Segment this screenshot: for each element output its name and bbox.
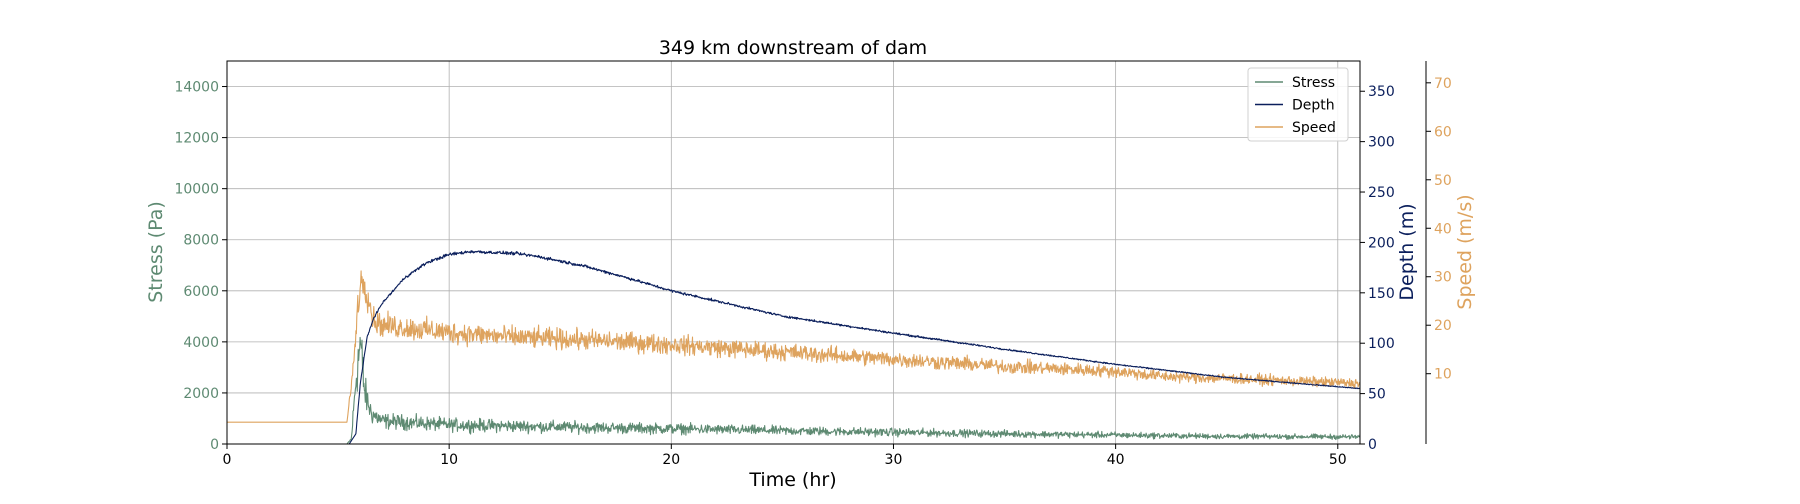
- stress-axis: 0 2000 4000 6000 8000 10000 12000 14000: [174, 80, 227, 453]
- depth-axis: 0 50 100 150 200 250 300 350: [1360, 84, 1395, 453]
- stress-axis-label: Stress (Pa): [145, 201, 167, 303]
- plot-frame: [226, 60, 1361, 445]
- series-line-stress: [226, 336, 1361, 445]
- depth-tick-label: 300: [1368, 135, 1395, 151]
- legend: Stress Depth Speed: [1247, 67, 1349, 142]
- x-tick-label: 20: [662, 452, 680, 468]
- x-tick-label: 30: [885, 452, 903, 468]
- series-line-speed: [226, 270, 1361, 423]
- legend-box: [1247, 67, 1349, 142]
- chart-title: 349 km downstream of dam: [659, 37, 927, 59]
- stress-tick-label: 0: [210, 437, 219, 453]
- legend-label-speed: Speed: [1292, 120, 1336, 136]
- series-line-depth: [226, 250, 1361, 445]
- stress-tick-label: 8000: [183, 233, 219, 249]
- speed-tick-label: 10: [1434, 367, 1452, 383]
- speed-tick-label: 40: [1434, 221, 1452, 237]
- depth-axis-label: Depth (m): [1396, 203, 1418, 300]
- depth-tick-label: 150: [1368, 286, 1395, 302]
- x-axis: 0 10 20 30 40 50: [223, 444, 1347, 468]
- speed-axis: 10 20 30 40 50 60 70: [1425, 61, 1452, 444]
- stress-tick-label: 14000: [174, 80, 219, 96]
- depth-tick-label: 200: [1368, 235, 1395, 251]
- depth-tick-label: 100: [1368, 336, 1395, 352]
- speed-tick-label: 20: [1434, 318, 1452, 334]
- depth-tick-label: 350: [1368, 84, 1395, 100]
- speed-tick-label: 60: [1434, 124, 1452, 140]
- speed-axis-label: Speed (m/s): [1454, 194, 1476, 309]
- speed-tick-label: 50: [1434, 173, 1452, 189]
- legend-label-stress: Stress: [1292, 75, 1335, 91]
- legend-label-depth: Depth: [1292, 98, 1335, 114]
- x-axis-label: Time (hr): [748, 469, 836, 491]
- stress-tick-label: 4000: [183, 335, 219, 351]
- x-tick-label: 10: [440, 452, 458, 468]
- stress-tick-label: 12000: [174, 131, 219, 147]
- x-tick-label: 0: [223, 452, 232, 468]
- grid: [226, 61, 1360, 445]
- depth-tick-label: 50: [1368, 387, 1386, 403]
- stress-tick-label: 2000: [183, 386, 219, 402]
- speed-tick-label: 70: [1434, 76, 1452, 92]
- x-tick-label: 40: [1107, 452, 1125, 468]
- stress-tick-label: 10000: [174, 182, 219, 198]
- speed-tick-label: 30: [1434, 270, 1452, 286]
- depth-tick-label: 0: [1368, 437, 1377, 453]
- depth-tick-label: 250: [1368, 185, 1395, 201]
- x-tick-label: 50: [1329, 452, 1347, 468]
- stress-tick-label: 6000: [183, 284, 219, 300]
- series-layer: [226, 250, 1361, 445]
